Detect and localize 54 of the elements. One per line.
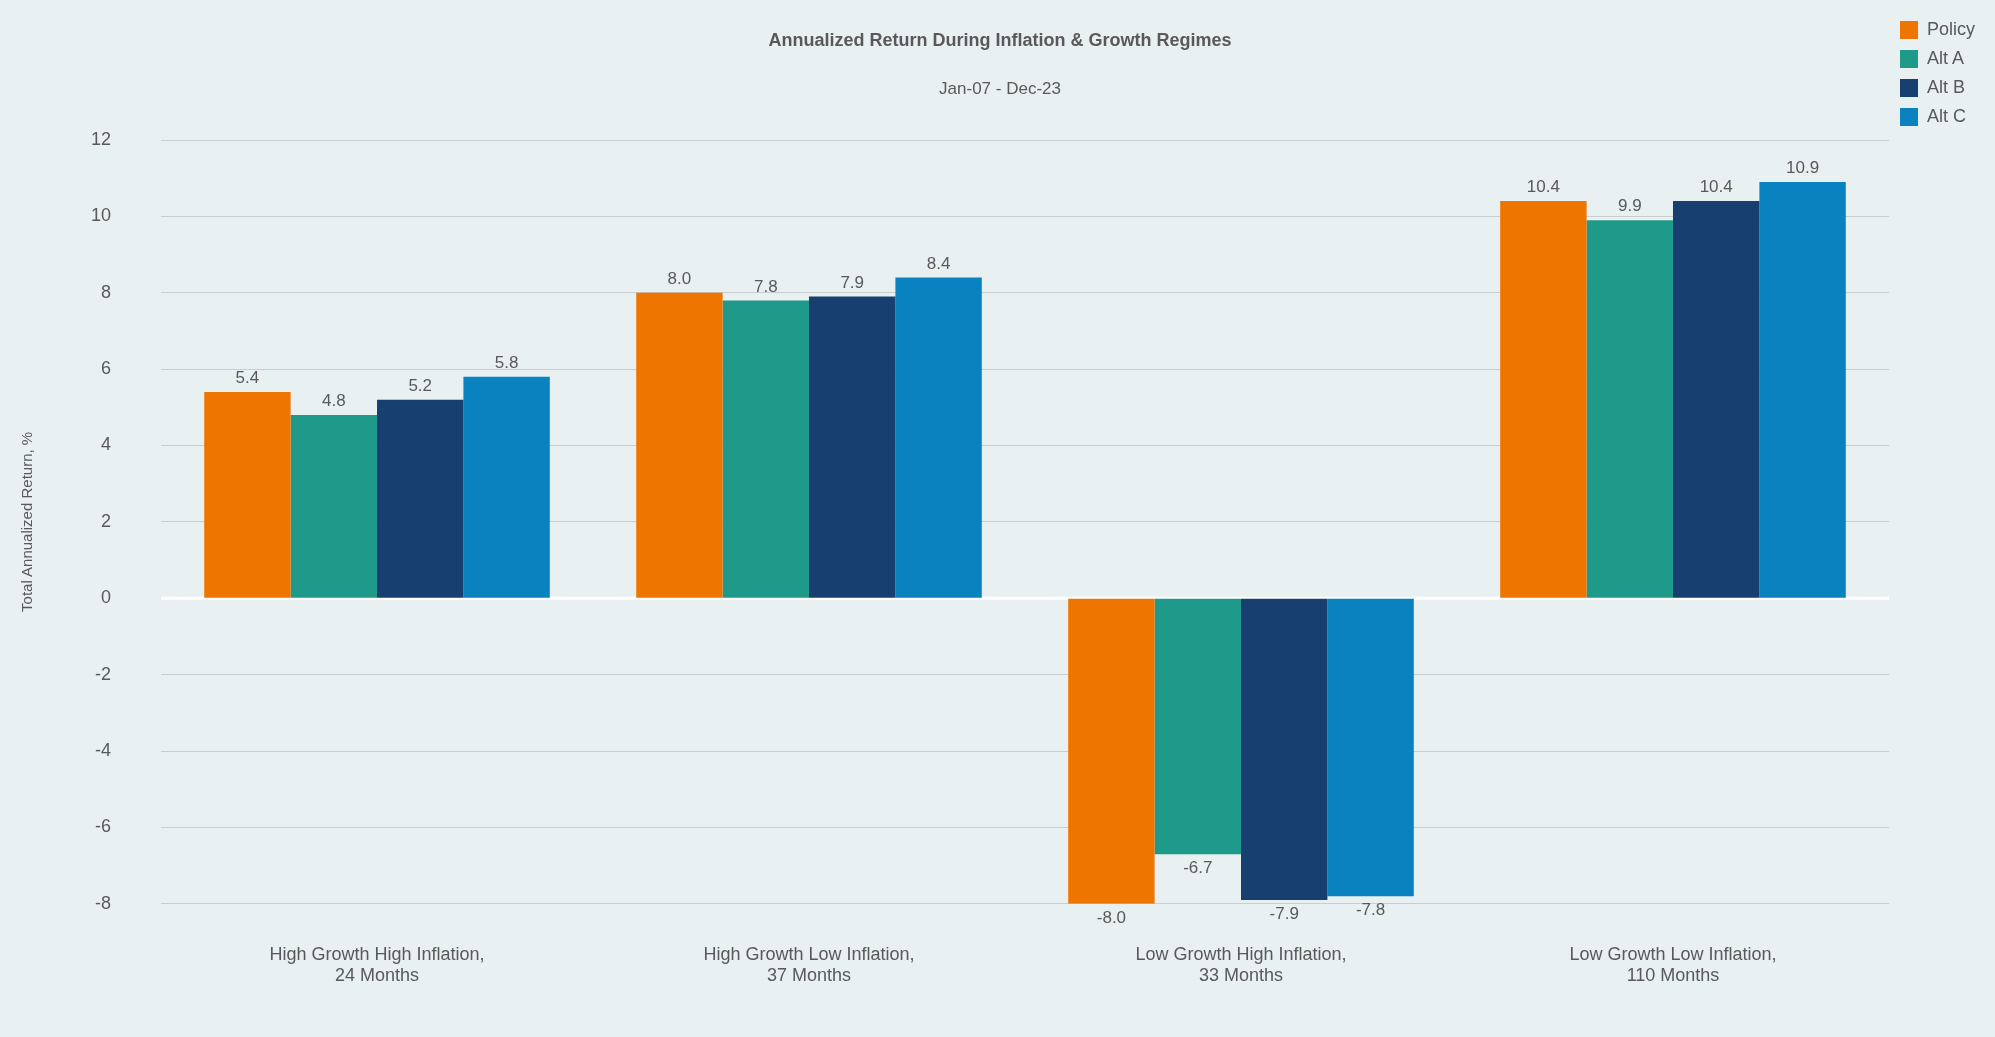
legend-label: Policy — [1926, 18, 1975, 39]
y-tick-label: -2 — [95, 663, 112, 684]
data-label: -7.9 — [1269, 904, 1299, 924]
bar — [1759, 182, 1846, 598]
legend-label: Alt A — [1926, 47, 1965, 68]
legend-label: Alt B — [1926, 76, 1965, 97]
bar — [1068, 598, 1155, 904]
bar — [1500, 201, 1587, 598]
bar — [809, 296, 896, 598]
data-label: 10.4 — [1699, 177, 1733, 197]
data-label: 4.8 — [322, 391, 346, 411]
y-tick-label: -8 — [95, 892, 112, 913]
data-label: 7.8 — [753, 276, 778, 296]
data-label: 9.9 — [1617, 196, 1642, 216]
bar — [1241, 598, 1328, 900]
bar — [204, 392, 291, 598]
bar — [1327, 598, 1414, 897]
chart-title: Annualized Return During Inflation & Growth Regimes — [768, 29, 1232, 50]
data-label: -8.0 — [1096, 907, 1127, 927]
bar — [636, 292, 723, 598]
data-label: 5.2 — [408, 375, 433, 395]
bar — [1154, 598, 1241, 855]
y-axis-title: Total Annualized Return, % — [18, 431, 36, 612]
bar — [722, 300, 810, 598]
x-tick-label: Low Growth High Inflation, 33 Months — [1135, 943, 1347, 986]
y-tick-label: -6 — [95, 816, 112, 837]
data-label: 8.0 — [667, 268, 692, 288]
bar — [377, 399, 464, 598]
data-label: 10.9 — [1786, 158, 1820, 178]
data-label: 8.4 — [926, 253, 951, 273]
x-tick-label: High Growth Low Inflation, 37 Months — [703, 943, 915, 986]
y-tick-label: 2 — [101, 510, 112, 531]
bar — [895, 277, 982, 598]
x-tick-label: Low Growth Low Inflation, 110 Months — [1569, 943, 1777, 986]
bar — [1672, 201, 1760, 598]
y-tick-label: 12 — [90, 128, 112, 149]
x-tick-label: High Growth High Inflation, 24 Months — [269, 943, 485, 986]
data-label: 5.8 — [494, 352, 519, 372]
chart-subtitle: Jan-07 - Dec-23 — [939, 79, 1061, 99]
bar — [290, 414, 378, 598]
y-tick-label: 6 — [101, 358, 112, 379]
data-label: 10.4 — [1526, 177, 1560, 197]
legend-label: Alt C — [1926, 105, 1966, 126]
data-label: -7.8 — [1355, 900, 1386, 920]
y-tick-label: 8 — [101, 281, 112, 302]
data-label: 7.9 — [840, 272, 865, 292]
bar — [1586, 220, 1673, 598]
bar — [463, 376, 550, 598]
y-tick-label: 10 — [90, 205, 112, 226]
y-tick-label: 4 — [101, 434, 112, 455]
y-tick-label: 0 — [101, 587, 112, 608]
data-label: -6.7 — [1183, 858, 1213, 878]
y-tick-label: -4 — [95, 740, 112, 761]
data-label: 5.4 — [235, 368, 260, 388]
